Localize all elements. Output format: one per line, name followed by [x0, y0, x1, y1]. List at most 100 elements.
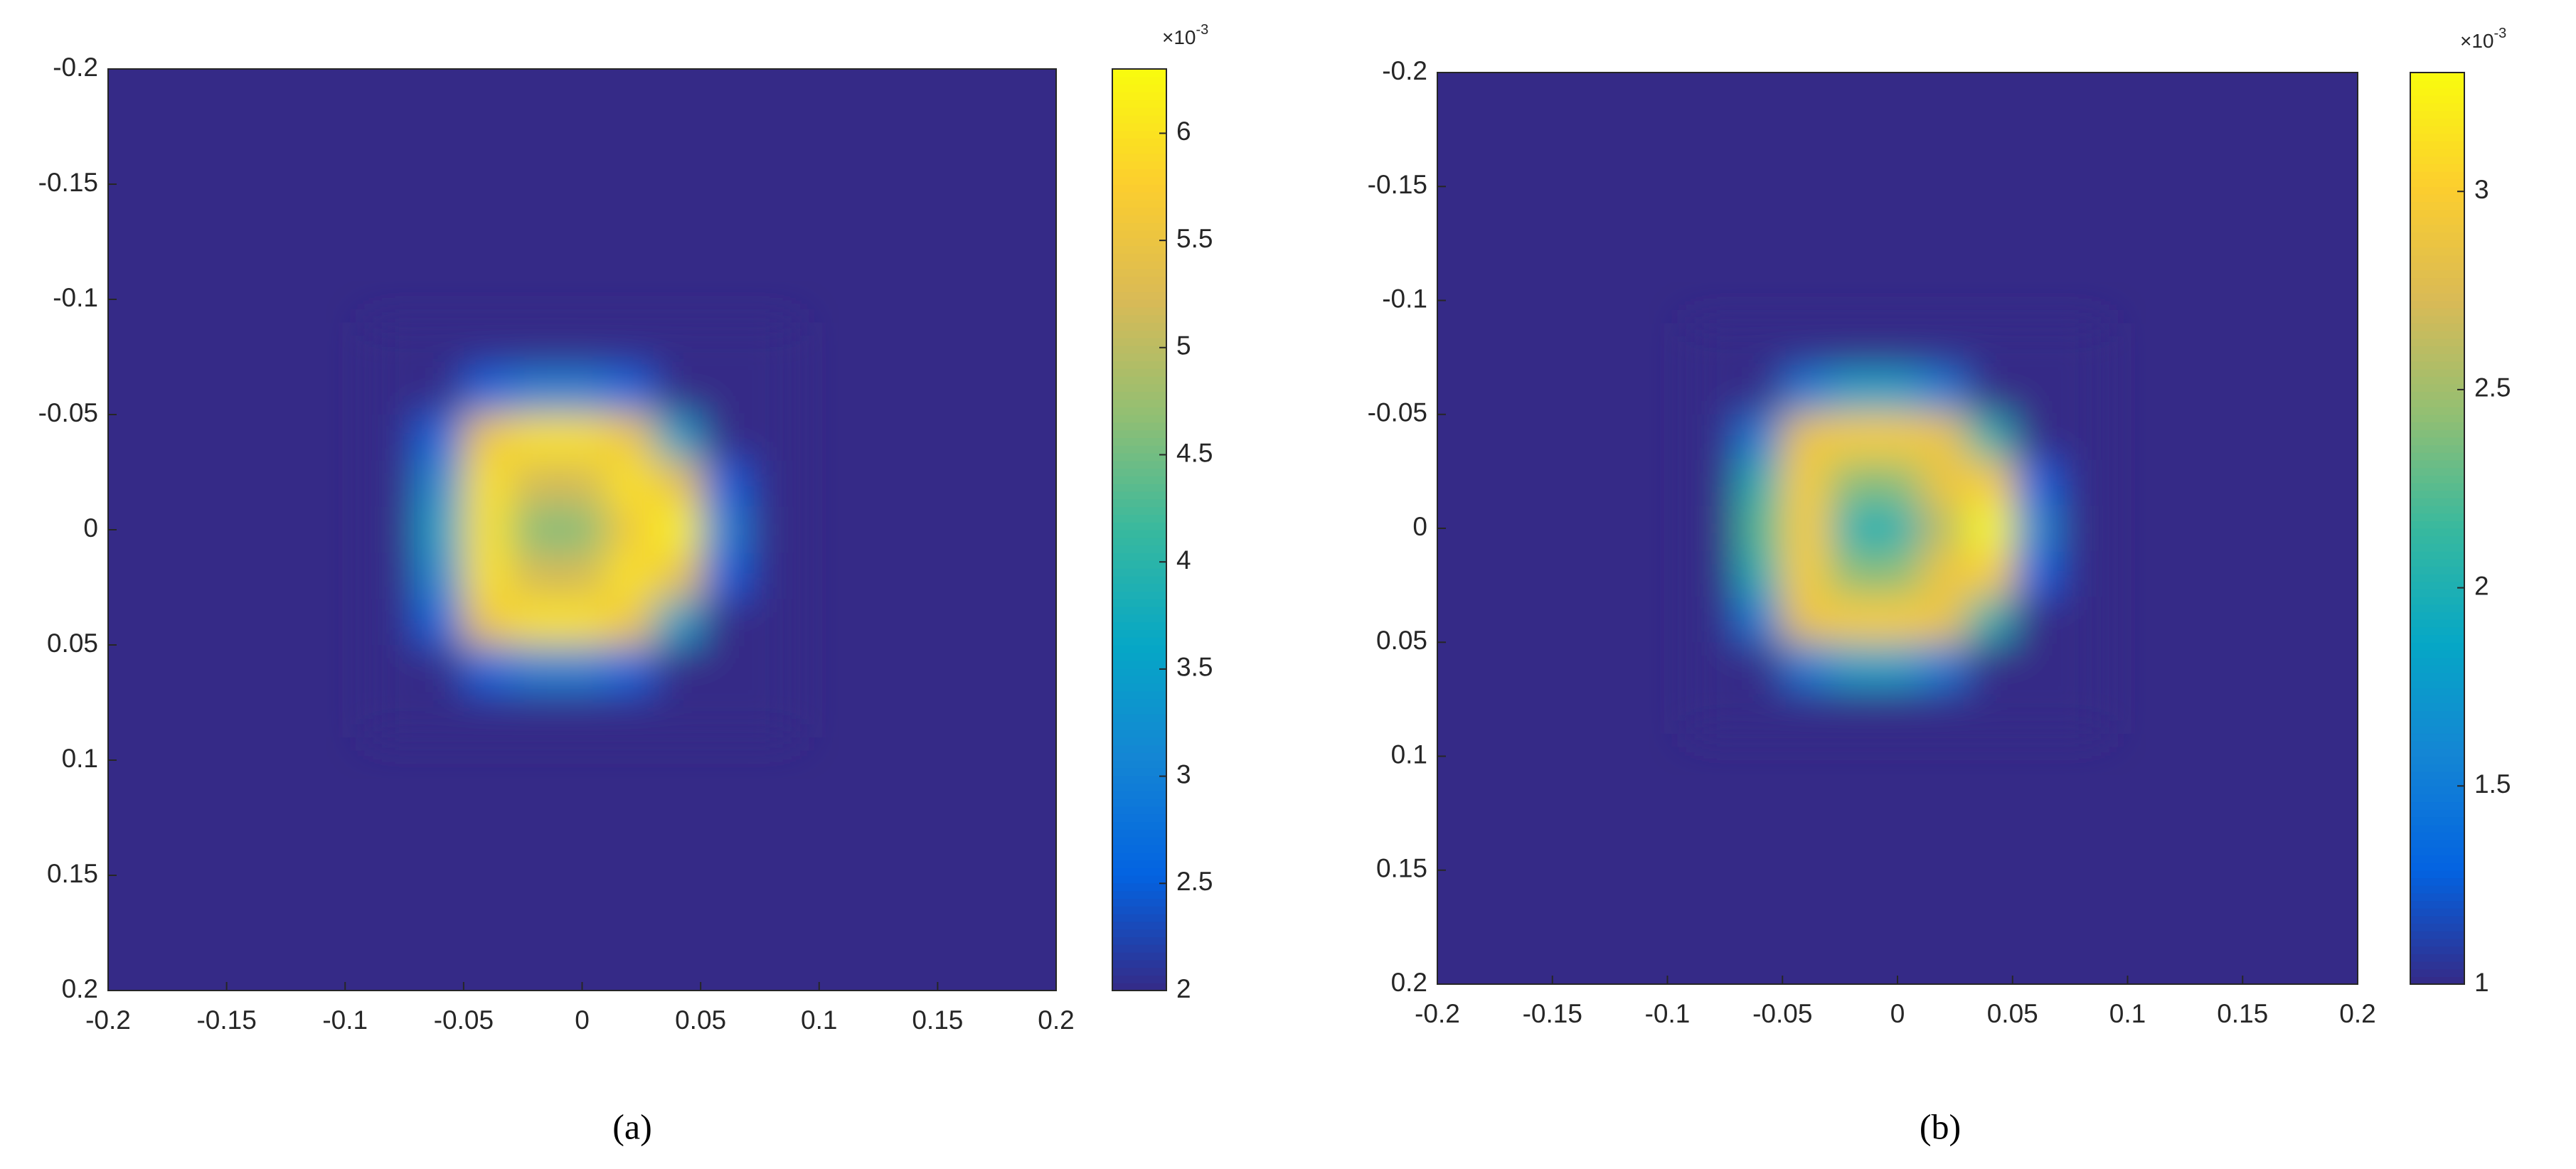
heatmap-cell: [1690, 505, 1737, 552]
heatmap-cell: [747, 368, 796, 415]
heatmap-cell: [463, 645, 512, 692]
heatmap-cell: [1874, 323, 1921, 370]
heatmap-cell: [368, 368, 417, 415]
colorbar-slice: [2410, 178, 2464, 187]
colorbar-slice: [1112, 100, 1166, 108]
heatmap-cell: [1828, 323, 1875, 370]
colorbar-slice: [2410, 216, 2464, 225]
colorbar-tick-label: 1.5: [2474, 769, 2511, 799]
heatmap-cell: [1920, 505, 1967, 552]
colorbar-slice: [2410, 391, 2464, 400]
colorbar-slice: [1112, 407, 1166, 415]
colorbar-slice: [1112, 69, 1166, 78]
colorbar-slice: [1112, 314, 1166, 323]
heatmap-cell: [747, 690, 796, 738]
x-tick-label: 0.2: [1038, 1005, 1074, 1035]
heatmap-cell: [558, 415, 607, 461]
heatmap-cell: [463, 599, 512, 646]
heatmap-cell: [1966, 323, 2013, 370]
colorbar-slice: [2410, 452, 2464, 461]
heatmap-cell: [2058, 642, 2105, 688]
heatmap-cell: [2012, 323, 2059, 370]
colorbar-slice: [1112, 399, 1166, 407]
colorbar-slice: [1112, 345, 1166, 354]
colorbar-slice: [2410, 308, 2464, 316]
colorbar-slice: [2410, 240, 2464, 248]
heatmap-cell: [747, 415, 796, 461]
colorbar-slice: [2410, 513, 2464, 521]
colorbar-slice: [2410, 118, 2464, 127]
colorbar-slice: [2410, 201, 2464, 210]
y-tick-label: -0.2: [53, 53, 98, 82]
heatmap-cell: [1690, 597, 1737, 643]
colorbar-tick-label: 1: [2474, 968, 2489, 997]
heatmap-cell: [416, 506, 464, 553]
colorbar-slice: [1112, 237, 1166, 246]
heatmap-cell: [2012, 597, 2059, 643]
heatmap-cell: [416, 368, 464, 415]
colorbar-slice: [2410, 725, 2464, 735]
heatmap-blur: [1690, 323, 2105, 734]
colorbar-slice: [1112, 706, 1166, 715]
colorbar-frame: [2410, 72, 2465, 985]
colorbar-slice: [2410, 444, 2464, 453]
colorbar-slice: [2410, 110, 2464, 119]
colorbar-slice: [1112, 983, 1166, 991]
colorbar-slice: [2410, 649, 2464, 658]
heatmap-cell: [558, 690, 607, 738]
colorbar-slice: [1112, 107, 1166, 116]
colorbar-slice: [2410, 73, 2464, 81]
heatmap-cell: [511, 599, 559, 646]
colorbar-slice: [2410, 915, 2464, 924]
colorbar-slice: [1112, 737, 1166, 745]
heatmap-cell: [605, 322, 654, 369]
colorbar-slice: [2410, 840, 2464, 848]
colorbar-slice: [2410, 368, 2464, 377]
y-tick-label: -0.1: [1382, 284, 1427, 313]
heatmap-cell: [605, 368, 654, 415]
colorbar-slice: [2410, 384, 2464, 393]
colorbar-slice: [1112, 829, 1166, 838]
colorbar-slice: [1112, 506, 1166, 515]
colorbar-slice: [2410, 558, 2464, 567]
heatmap-cell: [1966, 688, 2013, 734]
heatmap-cell: [747, 553, 796, 599]
colorbar-slice: [1112, 929, 1166, 937]
colorbar-slice: [2410, 521, 2464, 529]
y-tick-label: 0.1: [62, 744, 98, 773]
heatmap-cell: [1782, 505, 1829, 552]
colorbar-tick-label: 5: [1176, 331, 1191, 361]
colorbar-slice: [2410, 574, 2464, 582]
heatmap-cell: [1828, 414, 1875, 461]
colorbar-slice: [1112, 875, 1166, 884]
y-tick-label: -0.15: [38, 168, 98, 197]
heatmap-cell: [653, 322, 701, 369]
heatmap-cell: [2012, 368, 2059, 415]
colorbar-slice: [1112, 652, 1166, 661]
colorbar-slice: [1112, 936, 1166, 945]
heatmap-cell: [653, 460, 701, 508]
heatmap-cell: [605, 599, 654, 646]
colorbar-slice: [2410, 125, 2464, 134]
colorbar-slice: [1112, 791, 1166, 799]
heatmap-cell: [1920, 642, 1967, 688]
colorbar-multiplier: ×10-3: [1162, 22, 1208, 48]
heatmap-cell: [558, 645, 607, 692]
heatmap-cell: [511, 415, 559, 461]
heatmap-cell: [1690, 688, 1737, 734]
colorbar-slice: [2410, 688, 2464, 696]
heatmap-cell: [463, 690, 512, 738]
colorbar-slice: [1112, 437, 1166, 446]
colorbar-slice: [1112, 844, 1166, 853]
heatmap-cell: [558, 460, 607, 508]
colorbar-slice: [2410, 331, 2464, 339]
colorbar-slice: [1112, 760, 1166, 769]
colorbar-slice: [1112, 898, 1166, 907]
colorbar-slice: [2410, 414, 2464, 423]
heatmap-cell: [653, 690, 701, 738]
heatmap-cell: [1782, 551, 1829, 597]
colorbar-slice: [1112, 799, 1166, 807]
x-tick-label: -0.2: [85, 1005, 131, 1035]
colorbar-tick-label: 2: [2474, 571, 2489, 600]
